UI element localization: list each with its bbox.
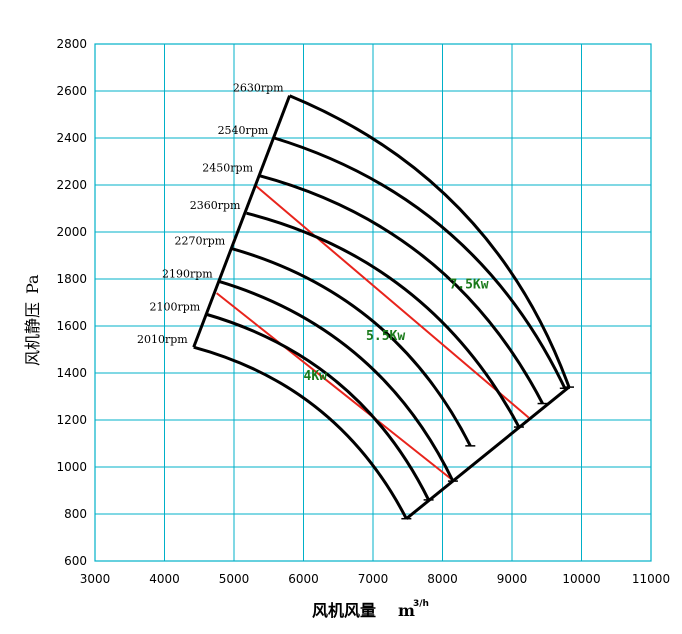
y-axis-label: 风机静压 (23, 302, 42, 366)
power-line (254, 184, 530, 419)
rpm-label: 2010rpm (137, 333, 188, 346)
power-label: 4Kw (304, 369, 328, 384)
rpm-curve (273, 136, 567, 389)
power-label: 7.5Kw (449, 277, 488, 292)
x-tick-label: 11000 (632, 572, 670, 586)
right-envelope (405, 385, 570, 520)
power-labels: 4Kw 5.5Kw 7.5Kw (304, 277, 489, 384)
left-envelope (192, 95, 292, 348)
rpm-label: 2630rpm (233, 82, 284, 95)
power-lines (216, 184, 530, 480)
y-tick-label: 2000 (56, 225, 87, 239)
y-tick-label: 1400 (56, 366, 87, 380)
rpm-curve (258, 174, 544, 405)
rpm-curve (205, 312, 430, 501)
x-tick-label: 9000 (497, 572, 528, 586)
y-tick-label: 800 (64, 507, 87, 521)
x-axis-label: 风机风量 (312, 601, 376, 620)
x-tick-label: 8000 (427, 572, 458, 586)
power-line (216, 292, 452, 480)
y-tick-labels: 600 800 1000 1200 1400 1600 1800 2000 2200 2400 26… (56, 37, 87, 568)
y-tick-label: 600 (64, 554, 87, 568)
y-tick-label: 2600 (56, 84, 87, 98)
rpm-curves (193, 94, 574, 520)
rpm-labels: 2010rpm 2100rpm 2190rpm 2270rpm 2360rpm 2450r… (137, 82, 284, 346)
x-tick-label: 4000 (149, 572, 180, 586)
x-tick-label: 10000 (562, 572, 600, 586)
rpm-label: 2360rpm (190, 199, 241, 212)
x-axis-title: 风机风量 m 3/h (312, 599, 429, 620)
x-tick-labels: 3000 4000 5000 6000 7000 8000 9000 10000 11000 (80, 572, 670, 586)
rpm-curve (218, 279, 455, 482)
plot-frame (94, 43, 652, 562)
rpm-curve (246, 211, 521, 428)
x-tick-label: 7000 (358, 572, 389, 586)
x-axis-unit: m (398, 601, 415, 620)
power-label: 5.5Kw (366, 329, 405, 344)
rpm-curve (193, 345, 408, 520)
grid (94, 43, 652, 562)
rpm-label: 2190rpm (162, 267, 213, 280)
y-axis-unit: Pa (23, 274, 42, 294)
y-axis-title: 风机静压 Pa (23, 274, 42, 366)
envelope-lines (192, 95, 570, 520)
y-tick-label: 1000 (56, 460, 87, 474)
x-tick-label: 6000 (288, 572, 319, 586)
y-tick-label: 1600 (56, 319, 87, 333)
rpm-label: 2270rpm (174, 234, 225, 247)
rpm-label: 2450rpm (202, 162, 253, 175)
y-tick-label: 2200 (56, 178, 87, 192)
y-tick-label: 2800 (56, 37, 87, 51)
x-tick-label: 5000 (219, 572, 250, 586)
rpm-label: 2540rpm (218, 124, 269, 137)
x-axis-unit-sup: 3/h (413, 599, 429, 609)
y-tick-label: 2400 (56, 131, 87, 145)
rpm-curve (230, 247, 472, 447)
y-tick-label: 1800 (56, 272, 87, 286)
x-tick-label: 3000 (80, 572, 111, 586)
rpm-label: 2100rpm (149, 300, 200, 313)
y-tick-label: 1200 (56, 413, 87, 427)
rpm-curve (289, 94, 571, 388)
